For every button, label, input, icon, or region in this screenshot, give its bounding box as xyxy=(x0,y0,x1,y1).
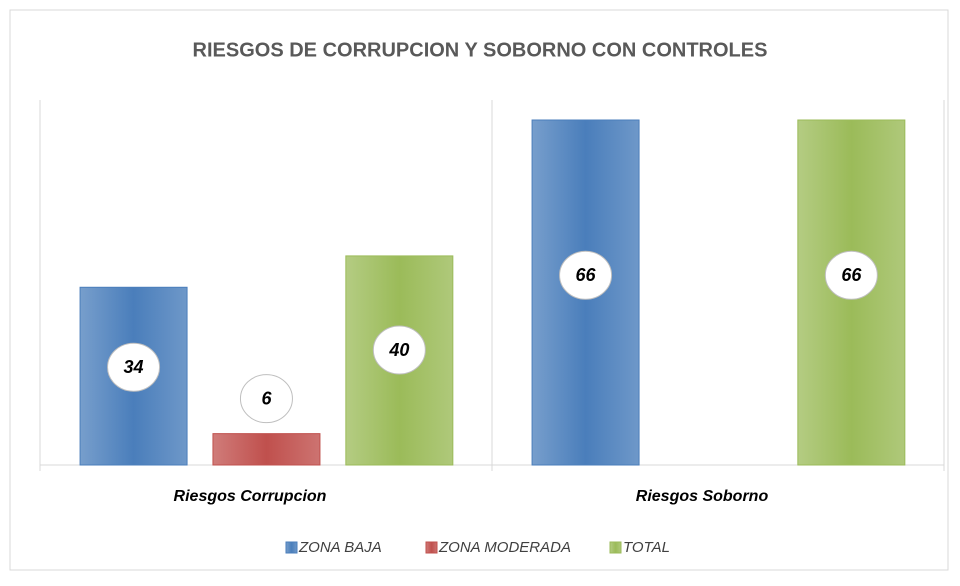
x-tick-label: Riesgos Corrupcion xyxy=(174,488,327,505)
legend-swatch xyxy=(609,541,622,554)
legend-label: TOTAL xyxy=(623,539,670,556)
legend-swatch xyxy=(425,541,438,554)
legend-swatch xyxy=(285,541,298,554)
legend-label: ZONA BAJA xyxy=(298,539,382,556)
data-label-bubble xyxy=(239,374,293,424)
x-tick-label: Riesgos Soborno xyxy=(636,488,769,505)
data-label: 34 xyxy=(124,357,144,377)
data-label-bubble xyxy=(559,250,613,300)
data-label: 6 xyxy=(261,388,272,408)
data-label: 66 xyxy=(841,265,862,285)
data-label-bubble xyxy=(372,325,426,375)
chart-title: RIESGOS DE CORRUPCION Y SOBORNO CON CONT… xyxy=(193,39,768,61)
legend-label: ZONA MODERADA xyxy=(438,539,571,556)
data-label: 40 xyxy=(388,340,409,360)
bar xyxy=(212,433,321,466)
data-label-bubble xyxy=(824,250,878,300)
data-label: 66 xyxy=(576,265,597,285)
data-label-bubble xyxy=(107,342,161,392)
